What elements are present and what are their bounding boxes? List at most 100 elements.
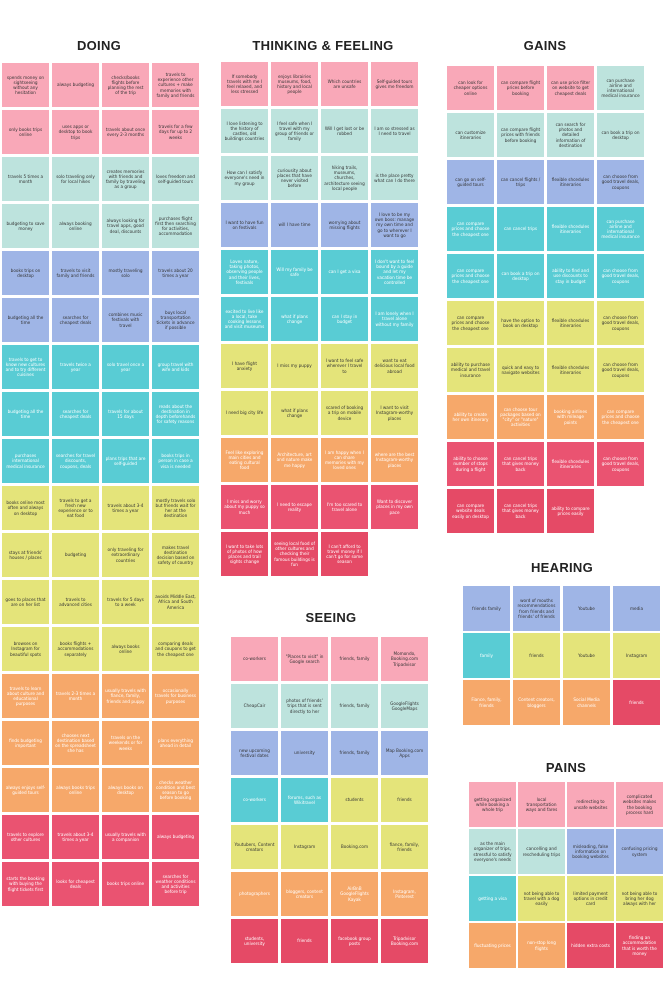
sticky-note-hearing: Instagram <box>613 633 660 678</box>
sticky-note-doing: loves freedom and self-guided tours <box>152 157 199 201</box>
sticky-note-doing: searches for cheapest deals <box>52 392 99 436</box>
sticky-note-gains: can choose from good travel deals, coupo… <box>597 254 644 298</box>
sticky-note-thinking: what if plans change <box>271 297 318 341</box>
sticky-note-gains: can cancel flights / trips <box>497 160 544 204</box>
sticky-note-thinking: I miss my puppy <box>271 344 318 388</box>
sticky-note-seeing: friends, family <box>331 731 378 775</box>
sticky-note-gains: can compare flight prices with friends b… <box>497 113 544 157</box>
sticky-note-gains: can cancel trips that gives money back <box>497 442 544 486</box>
sticky-note-thinking: I need to escape reality <box>271 485 318 529</box>
sticky-note-thinking: is the place pretty what can I do there <box>371 156 418 200</box>
sticky-note-gains: ability to purchase medical and travel i… <box>447 348 494 392</box>
sticky-note-doing: always booking online <box>52 204 99 248</box>
sticky-note-doing: only books trips online <box>2 110 49 154</box>
sticky-note-gains: can book a trip on desktop <box>597 113 644 157</box>
sticky-note-doing: plans everything ahead in detail <box>152 721 199 765</box>
sticky-note-pains: confusing pricing system <box>616 829 663 874</box>
sticky-note-pains: limited payment options in credit card <box>567 876 614 921</box>
sticky-note-seeing: photographers <box>231 872 278 916</box>
notes-grid-seeing: co-workers "Places to visit" in Google se… <box>231 637 428 963</box>
sticky-note-pains: misleading, false information on booking… <box>567 829 614 874</box>
sticky-note-doing: books trips in person in case a visa is … <box>152 439 199 483</box>
sticky-note-doing: travels about 3-4 times a year <box>102 486 149 530</box>
sticky-note-thinking: scared of booking a trip on mobile devic… <box>321 391 368 435</box>
section-title-thinking-feeling: THINKING & FEELING <box>252 38 394 53</box>
sticky-note-doing: travels to learn about culture and educa… <box>2 674 49 718</box>
sticky-note-pains: hidden extra costs <box>567 923 614 968</box>
sticky-note-doing: travels to experience other cultures + m… <box>152 63 199 107</box>
sticky-note-doing: travels to get to know new cultures and … <box>2 345 49 389</box>
sticky-note-doing: reads about the destination in depth bef… <box>152 392 199 436</box>
sticky-note-doing: comparing deals and coupons to get the c… <box>152 627 199 671</box>
sticky-note-hearing: Content creators, bloggers <box>513 680 560 725</box>
sticky-note-seeing: fiance, family, friends <box>381 825 428 869</box>
sticky-note-doing: books flights + accommodations separatel… <box>52 627 99 671</box>
sticky-note-gains: flexible shcedules itineraries <box>547 207 594 251</box>
sticky-note-seeing: AirBnB GoogleFlights Kayak <box>331 872 378 916</box>
sticky-note-thinking: can I stay in budget <box>321 297 368 341</box>
sticky-note-hearing: family <box>463 633 510 678</box>
section-title-seeing: SEEING <box>305 610 357 625</box>
section-title-pains: PAINS <box>545 760 587 775</box>
sticky-note-doing: always books on desktop <box>102 768 149 812</box>
sticky-note-doing: combines music festivals with travel <box>102 298 149 342</box>
sticky-note-doing: purchases flight first then searching fo… <box>152 204 199 248</box>
sticky-note-thinking: I don't want to feel bound by a guide an… <box>371 250 418 294</box>
sticky-note-doing: books trips on desktop <box>2 251 49 295</box>
sticky-note-thinking: will I have time <box>271 203 318 247</box>
sticky-note-thinking: If somebody travels with me I feel relax… <box>221 62 268 106</box>
sticky-note-seeing: students, university <box>231 919 278 963</box>
sticky-note-thinking: Want to discover places in my own pace <box>371 485 418 529</box>
sticky-note-doing: creates memories with friends and family… <box>102 157 149 201</box>
sticky-note-pains: as the main organizer of trips, stressfu… <box>469 829 516 874</box>
sticky-note-doing: solo traveling only for local hikes <box>52 157 99 201</box>
sticky-note-hearing: Youtube <box>563 586 610 631</box>
sticky-note-doing: travels for about 15 days <box>102 392 149 436</box>
sticky-note-gains: flexible shcedules itineraries <box>547 442 594 486</box>
sticky-note-doing: checks weather condition and best season… <box>152 768 199 812</box>
sticky-note-thinking: excited to live like a local, take cooki… <box>221 297 268 341</box>
sticky-note-doing: budgeting to save money <box>2 204 49 248</box>
sticky-note-hearing: media <box>613 586 660 631</box>
sticky-note-doing: books trips online <box>102 862 149 906</box>
sticky-note-gains: can choose from good travel deals, coupo… <box>597 442 644 486</box>
sticky-note-thinking: I am so stressed as I need to travel <box>371 109 418 153</box>
sticky-note-gains: ability to find and use discounts to sta… <box>547 254 594 298</box>
sticky-note-gains: have the option to book on desktop <box>497 301 544 345</box>
sticky-note-doing: makes travel destination decision based … <box>152 533 199 577</box>
sticky-note-thinking: I love to be my own boss: manage my own … <box>371 203 418 247</box>
sticky-note-gains: can compare prices and choose the cheape… <box>447 254 494 298</box>
sticky-note-thinking: seeing local food of other cultures and … <box>271 532 318 576</box>
sticky-note-hearing: Youtube <box>563 633 610 678</box>
sticky-note-gains: ability to choose number of stops during… <box>447 442 494 486</box>
sticky-note-thinking: I am happy when I can share memories wit… <box>321 438 368 482</box>
sticky-note-thinking: hiking trails, museums, churches, archit… <box>321 156 368 200</box>
sticky-note-seeing: friends <box>281 919 328 963</box>
sticky-note-seeing: bloggers, content creators <box>281 872 328 916</box>
sticky-note-thinking: I have flight anxiety <box>221 344 268 388</box>
sticky-note-doing: always books online <box>102 627 149 671</box>
sticky-note-pains: cancelling and rescheduling trips <box>518 829 565 874</box>
sticky-note-gains <box>597 489 644 533</box>
sticky-note-pains: getting a visa <box>469 876 516 921</box>
sticky-note-thinking: curiousity about places that have never … <box>271 156 318 200</box>
sticky-note-doing: searches for cheapest deals <box>52 298 99 342</box>
sticky-note-seeing: "Places to visit" in Google search <box>281 637 328 681</box>
sticky-note-gains: can go on self-guided tours <box>447 160 494 204</box>
sticky-note-doing: budgeting <box>52 533 99 577</box>
sticky-note-doing: avoids Middle East, Africa and South Ame… <box>152 580 199 624</box>
sticky-note-doing: starts the booking with buying the fligh… <box>2 862 49 906</box>
sticky-note-thinking: How can I satisfy everyone's need in my … <box>221 156 268 200</box>
sticky-note-hearing: friends <box>513 633 560 678</box>
sticky-note-thinking: Will my family be safe <box>271 250 318 294</box>
sticky-note-gains: can compare prices and choose the cheape… <box>447 207 494 251</box>
sticky-note-pains: getting organized while booking a whole … <box>469 782 516 827</box>
sticky-note-doing: travels to explore other cultures <box>2 815 49 859</box>
sticky-note-seeing: new upcoming festival dates <box>231 731 278 775</box>
sticky-note-thinking: Feel like exploring main cities and eati… <box>221 438 268 482</box>
sticky-note-doing: always looking for travel apps, good dea… <box>102 204 149 248</box>
sticky-note-doing: finds budgeting important <box>2 721 49 765</box>
sticky-note-doing: travels twice a year <box>52 345 99 389</box>
notes-grid-hearing: friends family word of mouths recommendat… <box>463 586 660 725</box>
sticky-note-thinking: Loves nature, taking photos, observing p… <box>221 250 268 294</box>
